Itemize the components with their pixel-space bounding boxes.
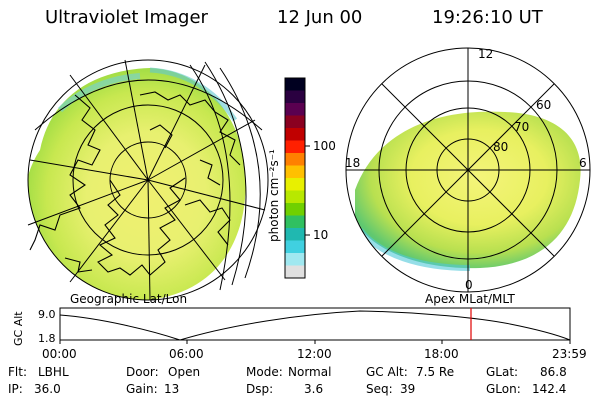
- colorbar-tick-100: 100: [313, 139, 336, 153]
- colorbar-stripe: [285, 115, 305, 129]
- mode-label: Mode:: [246, 365, 283, 379]
- alt-ylabel: GC Alt: [12, 311, 25, 346]
- auroral-image-left: [28, 68, 246, 300]
- alt-xtick-18: 18:00: [424, 347, 459, 361]
- colorbar-stripe: [285, 203, 305, 216]
- geographic-map: Geographic Lat/Lon: [27, 59, 269, 306]
- colorbar-stripe: [285, 140, 305, 154]
- mlt-label-18: 18: [345, 156, 360, 170]
- colorbar-stripe: [285, 178, 305, 191]
- glon-label: GLon:: [486, 382, 521, 396]
- mlt-label-12: 12: [478, 47, 493, 61]
- colorbar-stripe: [285, 128, 305, 141]
- alt-xtick-24: 23:59: [552, 347, 587, 361]
- colorbar-stripe: [285, 90, 305, 104]
- glon-value: 142.4: [532, 382, 567, 396]
- alt-xtick-12: 12:00: [297, 347, 332, 361]
- colorbar-stripe: [285, 228, 305, 241]
- glat-label: GLat:: [486, 365, 519, 379]
- magnetic-map: 12 18 6 0 60 70 80 Apex MLat/MLT: [345, 47, 591, 306]
- ip-label: IP:: [8, 382, 23, 396]
- date-label: 12 Jun 00: [277, 7, 363, 28]
- coastline: [29, 94, 101, 251]
- geographic-label: Geographic Lat/Lon: [70, 292, 187, 306]
- door-value: Open: [168, 365, 201, 379]
- gain-value: 13: [164, 382, 180, 396]
- colorbar-stripe: [285, 190, 305, 204]
- alt-xtick-6: 06:00: [169, 347, 204, 361]
- mode-value: Normal: [288, 365, 332, 379]
- colorbar-stripe: [285, 165, 305, 179]
- colorbar-tick-10: 10: [313, 228, 328, 242]
- altitude-curve: [59, 310, 571, 341]
- alt-ytick-1-8: 1.8: [38, 332, 56, 345]
- apex-label: Apex MLat/MLT: [425, 292, 515, 306]
- mlt-label-6: 6: [579, 156, 587, 170]
- colorbar: 100 10 photon cm⁻²s⁻¹: [267, 77, 336, 279]
- colorbar-unit-label: photon cm⁻²s⁻¹: [267, 149, 281, 242]
- time-label: 19:26:10 UT: [432, 7, 543, 28]
- instrument-title: Ultraviolet Imager: [45, 7, 208, 28]
- filter-label: Flt:: [8, 365, 27, 379]
- ip-value: 36.0: [34, 382, 61, 396]
- altitude-plot: 9.0 1.8 GC Alt 00:00 06:00 12:00 18:00 2…: [12, 307, 587, 361]
- dsp-value: 3.6: [304, 382, 324, 396]
- mlt-label-0: 0: [465, 278, 473, 292]
- colorbar-stripe: [285, 265, 305, 279]
- mlat-label-60: 60: [536, 98, 551, 112]
- colorbar-stripe: [285, 215, 305, 229]
- colorbar-stripe: [285, 153, 305, 166]
- colorbar-stripe: [285, 253, 305, 266]
- door-label: Door:: [126, 365, 159, 379]
- filter-value: LBHL: [38, 365, 69, 379]
- gcalt-value: 7.5 Re: [416, 365, 455, 379]
- colorbar-stripe: [285, 78, 305, 91]
- alt-ytick-9: 9.0: [38, 308, 56, 321]
- dsp-label: Dsp:: [246, 382, 274, 396]
- mlat-label-80: 80: [493, 140, 508, 154]
- colorbar-stripe: [285, 103, 305, 116]
- glat-value: 86.8: [540, 365, 567, 379]
- seq-label: Seq:: [366, 382, 393, 396]
- gain-label: Gain:: [126, 382, 158, 396]
- colorbar-stripe: [285, 240, 305, 254]
- gcalt-label: GC Alt:: [366, 365, 408, 379]
- mlat-label-70: 70: [514, 120, 529, 134]
- alt-xtick-0: 00:00: [42, 347, 77, 361]
- seq-value: 39: [400, 382, 416, 396]
